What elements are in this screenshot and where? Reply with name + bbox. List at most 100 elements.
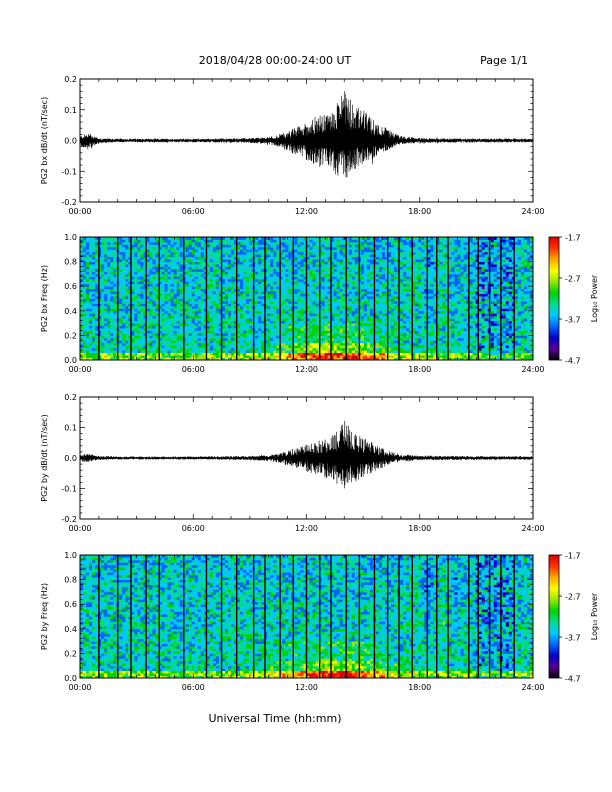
spectrogram-cell — [321, 259, 326, 262]
spectrogram-cell — [369, 298, 374, 302]
spectrogram-cell — [104, 320, 108, 324]
spectrogram-cell — [351, 350, 356, 354]
spectrogram-cell — [258, 332, 262, 336]
spectrogram-cell — [203, 313, 208, 317]
spectrogram-cell — [86, 291, 90, 294]
spectrogram-cell — [200, 352, 205, 356]
spectrogram-cell — [146, 286, 150, 290]
spectrogram-cell — [167, 239, 171, 243]
spectrogram-cell — [155, 340, 159, 344]
spectrogram-cell — [270, 320, 274, 324]
spectrogram-cell — [264, 337, 268, 341]
spectrogram-cell — [231, 308, 235, 312]
spectrogram-cell — [231, 291, 235, 294]
spectrogram-cell — [255, 256, 259, 260]
spectrogram-cell — [200, 251, 205, 255]
spectrogram-cell — [212, 264, 217, 267]
spectrogram-cell — [312, 266, 316, 270]
spectrogram-cell — [98, 313, 102, 317]
spectrogram-cell — [188, 296, 193, 299]
spectrogram-cell — [312, 271, 316, 275]
spectrogram-cell — [279, 237, 283, 240]
spectrogram-cell — [327, 355, 332, 358]
spectrogram-cell — [279, 310, 283, 314]
spectrogram-cell — [327, 335, 332, 339]
spectrogram-cell — [342, 303, 347, 307]
spectrogram-cell — [203, 256, 208, 260]
spectrogram-cell — [218, 271, 223, 275]
spectrogram-cell — [237, 325, 241, 329]
spectrogram-cell — [333, 281, 338, 285]
spectrogram-cell — [134, 323, 138, 326]
spectrogram-cell — [80, 296, 84, 299]
spectrogram-cell — [80, 345, 84, 349]
spectrogram-cell — [369, 246, 374, 250]
spectrogram-cell — [128, 347, 132, 351]
spectrogram-cell — [369, 347, 374, 351]
spectrogram-cell — [197, 323, 202, 326]
spectrogram-cell — [134, 259, 138, 262]
spectrogram-cell — [152, 313, 156, 317]
spectrogram-cell — [140, 246, 144, 250]
spectrogram-cell — [360, 357, 365, 361]
spectrogram-cell — [200, 296, 205, 299]
spectrogram-cell — [197, 357, 202, 361]
spectrogram-cell — [321, 266, 326, 270]
spectrogram-cell — [363, 296, 368, 299]
spectrogram-cell — [303, 315, 307, 319]
spectrogram-cell — [104, 293, 108, 297]
spectrogram-cell — [345, 286, 350, 290]
spectrogram-cell — [312, 308, 316, 312]
spectrogram-cell — [209, 325, 214, 329]
spectrogram-cell — [255, 281, 259, 285]
spectrogram-cell — [218, 286, 223, 290]
spectrogram-cell — [203, 330, 208, 334]
spectrogram-cell — [315, 256, 319, 260]
spectrogram-cell — [98, 261, 102, 265]
spectrogram-cell — [246, 340, 250, 344]
spectrogram-cell — [200, 347, 205, 351]
spectrogram-cell — [164, 249, 168, 253]
spectrogram-cell — [119, 244, 123, 248]
spectrogram-cell — [137, 332, 141, 336]
spectrogram-cell — [110, 320, 114, 324]
spectrogram-cell — [279, 303, 283, 307]
spectrogram-cell — [363, 283, 368, 287]
spectrogram-cell — [224, 345, 229, 349]
spectrogram-cell — [249, 323, 253, 326]
spectrogram-cell — [80, 239, 84, 243]
spectrogram-cell — [200, 264, 205, 267]
spectrogram-cell — [255, 313, 259, 317]
spectrogram-cell — [185, 254, 190, 258]
spectrogram-cell — [270, 298, 274, 302]
spectrogram-cell — [354, 276, 359, 280]
spectrogram-cell — [279, 291, 283, 294]
spectrogram-cell — [282, 276, 286, 280]
spectrogram-cell — [89, 315, 93, 319]
spectrogram-cell — [312, 278, 316, 282]
spectrogram-cell — [149, 256, 153, 260]
spectrogram-cell — [86, 350, 90, 354]
spectrogram-cell — [267, 352, 271, 356]
spectrogram-cell — [288, 271, 292, 275]
spectrogram-cell — [134, 281, 138, 285]
spectrogram-cell — [246, 271, 250, 275]
spectrogram-cell — [333, 340, 338, 344]
spectrogram-cell — [125, 241, 129, 245]
spectrogram-cell — [167, 313, 171, 317]
spectrogram-cell — [110, 355, 114, 358]
spectrogram-cell — [348, 305, 353, 309]
spectrogram-cell — [243, 337, 247, 341]
spectrogram-cell — [122, 276, 126, 280]
spectrogram-cell — [209, 313, 214, 317]
spectrogram-cell — [104, 310, 108, 314]
spectrogram-cell — [282, 335, 286, 339]
spectrogram-cell — [300, 300, 304, 304]
spectrogram-cell — [194, 254, 199, 258]
spectrogram-cell — [140, 241, 144, 245]
spectrogram-cell — [122, 264, 126, 267]
spectrogram-cell — [176, 357, 181, 361]
spectrogram-cell — [113, 308, 117, 312]
spectrogram-cell — [276, 283, 280, 287]
spectrogram-cell — [176, 261, 181, 265]
